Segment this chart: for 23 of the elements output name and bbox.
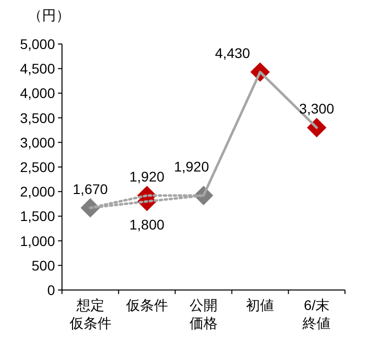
data-label: 1,670 (72, 180, 108, 197)
y-tick-label: 5,000 (20, 36, 56, 52)
data-label: 4,430 (215, 45, 250, 62)
y-tick-label: 1,000 (20, 232, 56, 249)
y-axis-title: （円） (28, 7, 70, 23)
y-tick-label: 1,500 (20, 208, 56, 224)
data-label: 1,800 (129, 216, 165, 232)
y-tick-label: 3,000 (20, 134, 56, 150)
x-tick-label: 想定仮条件 (68, 297, 112, 331)
y-tick-label: 2,000 (20, 184, 56, 200)
x-tick-label: 公開価格 (190, 297, 218, 331)
x-tick-label: 6/末終値 (302, 297, 331, 331)
y-tick-label: 500 (32, 257, 56, 274)
y-tick-label: 4,000 (20, 85, 56, 102)
data-label: 1,920 (174, 158, 210, 175)
x-tick-label: 仮条件 (124, 297, 168, 313)
y-tick-label: 3,500 (20, 110, 56, 126)
data-label: 1,920 (129, 168, 165, 185)
x-tick-label: 初値 (246, 297, 274, 313)
y-tick-label: 2,500 (20, 159, 56, 175)
y-tick-label: 4,500 (20, 60, 56, 77)
y-tick-label: 0 (47, 282, 56, 298)
data-label: 3,300 (299, 100, 334, 117)
